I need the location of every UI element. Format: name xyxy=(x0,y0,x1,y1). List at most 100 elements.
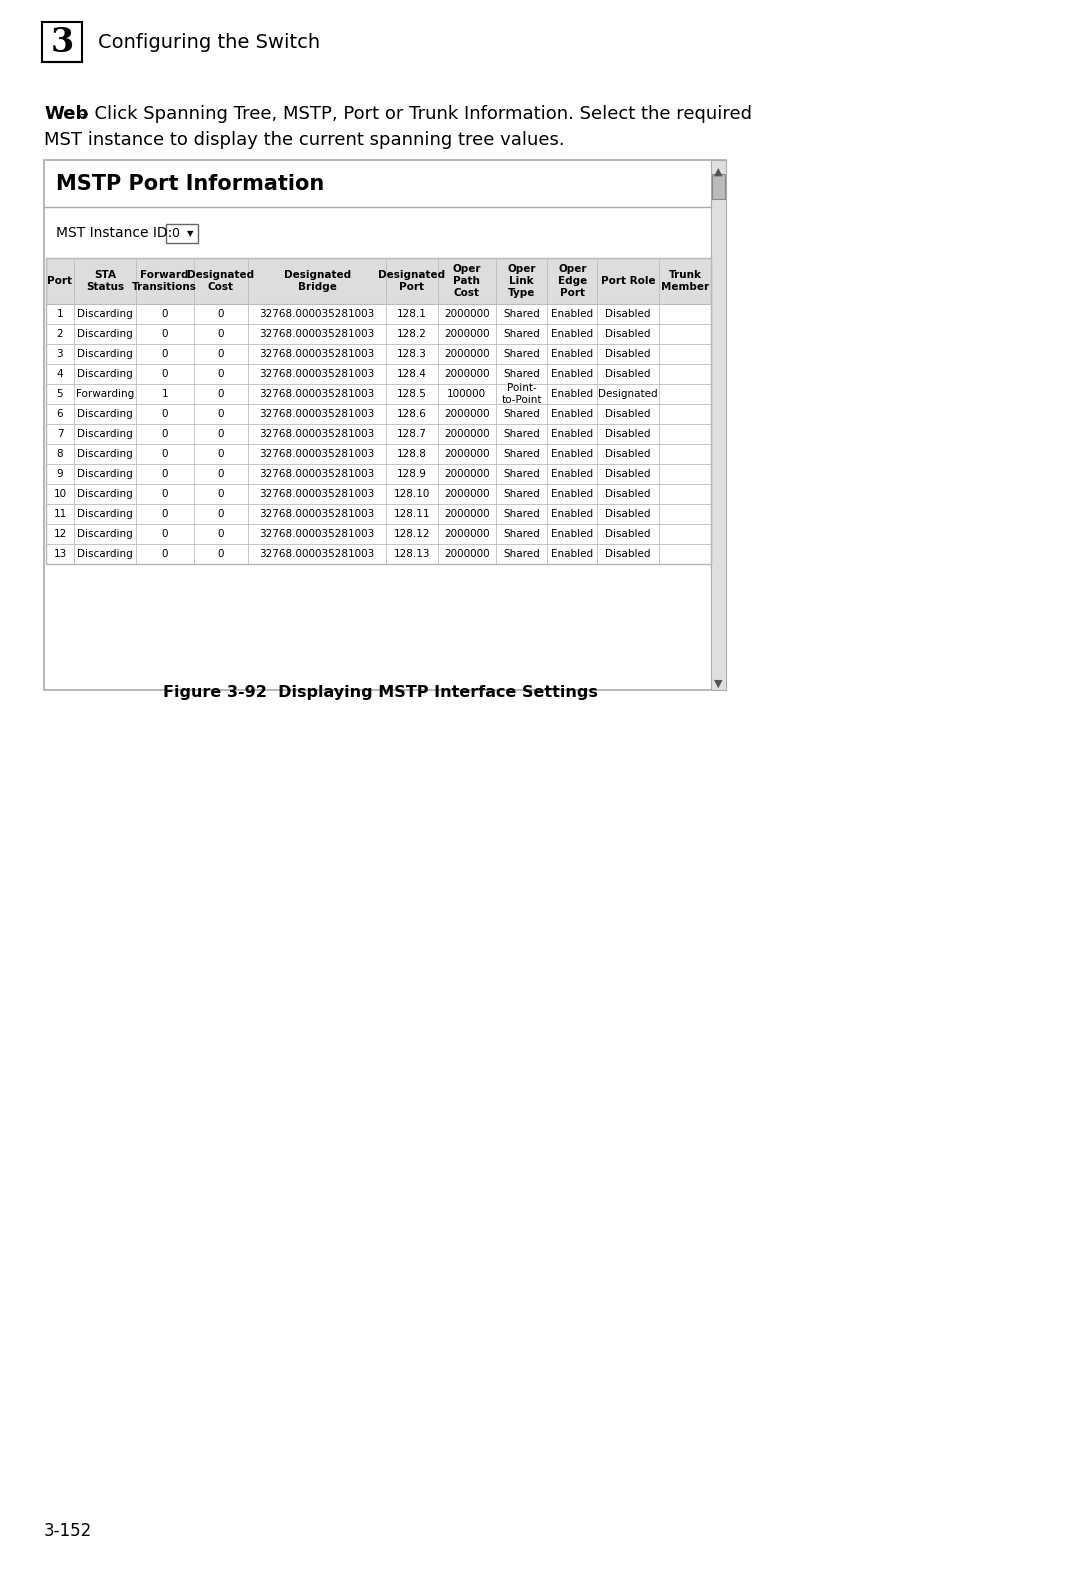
Text: 0: 0 xyxy=(218,330,225,339)
Text: 4: 4 xyxy=(56,369,64,378)
FancyBboxPatch shape xyxy=(711,160,726,689)
Text: Disabled: Disabled xyxy=(606,309,651,319)
Text: Designated
Port: Designated Port xyxy=(378,270,445,292)
Text: 11: 11 xyxy=(53,509,67,520)
Text: Shared: Shared xyxy=(503,429,540,440)
Text: 1: 1 xyxy=(161,389,168,399)
Text: 2000000: 2000000 xyxy=(444,330,489,339)
Text: 8: 8 xyxy=(56,449,64,458)
Text: 13: 13 xyxy=(53,550,67,559)
Text: Oper
Edge
Port: Oper Edge Port xyxy=(557,264,588,298)
Text: Web: Web xyxy=(44,105,89,122)
Text: 32768.000035281003: 32768.000035281003 xyxy=(259,369,375,378)
Text: Shared: Shared xyxy=(503,550,540,559)
Text: 128.2: 128.2 xyxy=(397,330,427,339)
Text: 2000000: 2000000 xyxy=(444,488,489,499)
Text: Disabled: Disabled xyxy=(606,429,651,440)
Text: Disabled: Disabled xyxy=(606,330,651,339)
Text: Enabled: Enabled xyxy=(552,389,594,399)
Text: 128.5: 128.5 xyxy=(397,389,427,399)
Text: 32768.000035281003: 32768.000035281003 xyxy=(259,509,375,520)
Text: 0: 0 xyxy=(218,469,225,479)
Text: Enabled: Enabled xyxy=(552,529,594,539)
Text: Disabled: Disabled xyxy=(606,349,651,360)
Text: ▲: ▲ xyxy=(714,166,723,177)
Text: ▼: ▼ xyxy=(187,229,193,239)
Text: Enabled: Enabled xyxy=(552,449,594,458)
Text: 0: 0 xyxy=(161,529,167,539)
Text: 0: 0 xyxy=(161,469,167,479)
FancyBboxPatch shape xyxy=(44,160,726,689)
Text: 32768.000035281003: 32768.000035281003 xyxy=(259,349,375,360)
Text: Disabled: Disabled xyxy=(606,488,651,499)
Text: 128.4: 128.4 xyxy=(397,369,427,378)
Text: Disabled: Disabled xyxy=(606,369,651,378)
Text: Shared: Shared xyxy=(503,509,540,520)
Text: Designated
Cost: Designated Cost xyxy=(188,270,255,292)
Text: Discarding: Discarding xyxy=(77,509,133,520)
FancyBboxPatch shape xyxy=(46,257,711,305)
Text: Shared: Shared xyxy=(503,330,540,339)
Text: 1: 1 xyxy=(56,309,64,319)
Text: Port Role: Port Role xyxy=(600,276,656,286)
Text: Shared: Shared xyxy=(503,309,540,319)
FancyBboxPatch shape xyxy=(46,323,711,344)
Text: 128.6: 128.6 xyxy=(397,410,427,419)
Text: 2000000: 2000000 xyxy=(444,309,489,319)
Text: 0: 0 xyxy=(161,369,167,378)
Text: 0: 0 xyxy=(218,509,225,520)
Text: Enabled: Enabled xyxy=(552,550,594,559)
Text: 3-152: 3-152 xyxy=(44,1521,92,1540)
Text: Enabled: Enabled xyxy=(552,309,594,319)
Text: Trunk
Member: Trunk Member xyxy=(661,270,710,292)
Text: Enabled: Enabled xyxy=(552,429,594,440)
Text: Designated
Bridge: Designated Bridge xyxy=(284,270,351,292)
Text: MSTP Port Information: MSTP Port Information xyxy=(56,174,324,195)
Text: 5: 5 xyxy=(56,389,64,399)
FancyBboxPatch shape xyxy=(42,22,82,61)
Text: 12: 12 xyxy=(53,529,67,539)
Text: 128.11: 128.11 xyxy=(393,509,430,520)
Text: 6: 6 xyxy=(56,410,64,419)
Text: 0: 0 xyxy=(161,449,167,458)
Text: 32768.000035281003: 32768.000035281003 xyxy=(259,309,375,319)
Text: 128.12: 128.12 xyxy=(393,529,430,539)
Text: MST Instance ID:: MST Instance ID: xyxy=(56,226,172,240)
Text: 32768.000035281003: 32768.000035281003 xyxy=(259,389,375,399)
Text: Discarding: Discarding xyxy=(77,349,133,360)
Text: Discarding: Discarding xyxy=(77,309,133,319)
Text: 128.8: 128.8 xyxy=(397,449,427,458)
Text: Shared: Shared xyxy=(503,488,540,499)
FancyBboxPatch shape xyxy=(46,543,711,564)
Text: Enabled: Enabled xyxy=(552,488,594,499)
Text: 128.7: 128.7 xyxy=(397,429,427,440)
Text: Enabled: Enabled xyxy=(552,330,594,339)
FancyBboxPatch shape xyxy=(46,504,711,524)
Text: Designated: Designated xyxy=(598,389,658,399)
FancyBboxPatch shape xyxy=(46,385,711,403)
Text: 32768.000035281003: 32768.000035281003 xyxy=(259,488,375,499)
Text: Forward
Transitions: Forward Transitions xyxy=(132,270,197,292)
Text: 0: 0 xyxy=(161,429,167,440)
Text: Oper
Link
Type: Oper Link Type xyxy=(508,264,536,298)
Text: 0: 0 xyxy=(218,349,225,360)
Text: 128.13: 128.13 xyxy=(393,550,430,559)
Text: Discarding: Discarding xyxy=(77,410,133,419)
Text: 0: 0 xyxy=(218,488,225,499)
Text: 0: 0 xyxy=(218,449,225,458)
Text: Point-
to-Point: Point- to-Point xyxy=(501,383,542,405)
Text: ▼: ▼ xyxy=(714,678,723,689)
FancyBboxPatch shape xyxy=(46,484,711,504)
Text: 2000000: 2000000 xyxy=(444,509,489,520)
Text: Figure 3-92  Displaying MSTP Interface Settings: Figure 3-92 Displaying MSTP Interface Se… xyxy=(163,685,597,700)
Text: Disabled: Disabled xyxy=(606,550,651,559)
FancyBboxPatch shape xyxy=(46,444,711,465)
Text: 0: 0 xyxy=(161,488,167,499)
Text: Enabled: Enabled xyxy=(552,410,594,419)
FancyBboxPatch shape xyxy=(46,403,711,424)
Text: 3: 3 xyxy=(56,349,64,360)
Text: 2000000: 2000000 xyxy=(444,369,489,378)
Text: 10: 10 xyxy=(53,488,67,499)
Text: Disabled: Disabled xyxy=(606,469,651,479)
Text: 0: 0 xyxy=(161,330,167,339)
